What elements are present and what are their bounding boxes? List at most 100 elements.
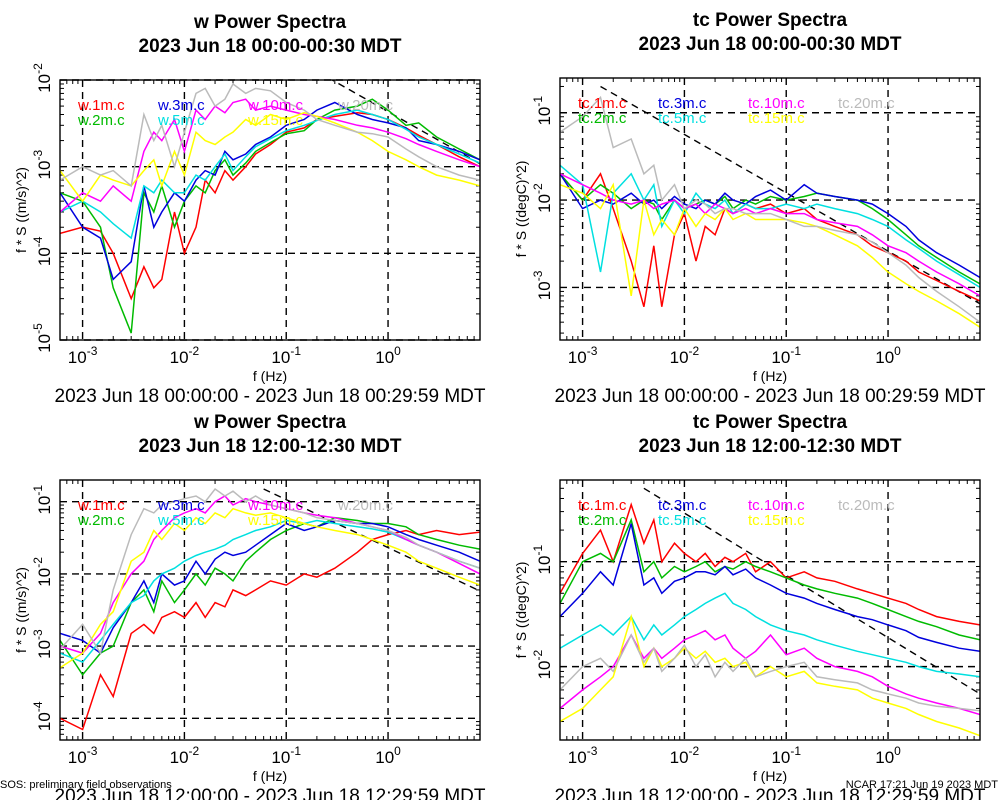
x-tick-label: 100: [375, 344, 401, 367]
chart-panel-3: w Power Spectra 2023 Jun 18 12:00-12:30 M…: [13, 412, 486, 800]
reference-slope-line: [643, 487, 980, 695]
plot-frame: [59, 479, 481, 741]
x-axis-label: f (Hz): [753, 368, 787, 384]
legend-entry: w.5m.c: [157, 512, 205, 529]
x-tick-label: 10-2: [670, 344, 700, 367]
y-tick-label: 10-3: [31, 629, 54, 659]
time-range-caption: 2023 Jun 18 00:00:00 - 2023 Jun 18 00:29…: [555, 386, 986, 407]
series-line-tc-3m-c: [560, 173, 980, 279]
x-axis-label: f (Hz): [253, 768, 287, 784]
legend-entry: tc.5m.c: [658, 110, 707, 127]
legend-entry: w.20m.c: [337, 97, 394, 114]
series-line-w-20m-c: [60, 82, 480, 188]
x-tick-label: 10-3: [68, 744, 98, 767]
series-line-w-5m-c: [60, 519, 480, 663]
chart-title: w Power Spectra: [193, 412, 346, 433]
series-line-tc-20m-c: [560, 633, 980, 712]
legend-entry: w.20m.c: [337, 497, 394, 514]
x-axis-label: f (Hz): [753, 768, 787, 784]
y-axis-label: f * S ((degC)^2): [513, 562, 529, 659]
series-line-tc-5m-c: [560, 164, 980, 289]
series-line-w-15m-c: [60, 507, 480, 669]
legend-entry: w.3m.c: [157, 497, 205, 514]
series-line-w-10m-c: [60, 98, 480, 213]
plot-frame: [59, 79, 481, 341]
legend-entry: tc.5m.c: [658, 512, 707, 529]
legend-entry: w.3m.c: [157, 97, 205, 114]
footer-left-note: SOS: preliminary field observations: [0, 779, 172, 791]
series-line-w-20m-c: [60, 487, 480, 656]
legend-entry: w.5m.c: [157, 112, 205, 129]
y-tick-label: 10-2: [31, 63, 54, 93]
x-tick-label: 100: [875, 744, 901, 767]
legend-entry: tc.1m.c: [578, 95, 627, 112]
y-tick-label: 10-1: [531, 96, 554, 126]
series-line-tc-5m-c: [560, 592, 980, 678]
y-axis-label: f * S ((degC)^2): [513, 161, 529, 258]
legend-entry: w.10m.c: [247, 97, 304, 114]
x-tick-label: 100: [875, 344, 901, 367]
y-tick-label: 10-2: [31, 557, 54, 587]
chart-panel-1: w Power Spectra 2023 Jun 18 00:00-00:30 M…: [13, 12, 486, 407]
chart-subtitle: 2023 Jun 18 00:00-00:30 MDT: [139, 36, 402, 57]
legend-entry: tc.10m.c: [748, 497, 805, 514]
legend-entry: tc.15m.c: [748, 110, 805, 127]
reference-slope-line: [263, 488, 480, 592]
legend-entry: w.10m.c: [247, 497, 304, 514]
plot-frame: [559, 479, 981, 741]
legend-entry: tc.1m.c: [578, 497, 627, 514]
legend-entry: w.15m.c: [247, 112, 304, 129]
legend-entry: tc.20m.c: [838, 95, 895, 112]
y-axis-label: f * S ((m/s)^2): [13, 567, 29, 653]
legend-entry: w.1m.c: [77, 497, 125, 514]
footer-right-note: NCAR 17:21 Jun 19 2023 MDT: [846, 779, 999, 791]
legend-entry: tc.3m.c: [658, 497, 707, 514]
legend-entry: tc.10m.c: [748, 95, 805, 112]
legend-entry: tc.2m.c: [578, 512, 627, 529]
chart-panel-4: tc Power Spectra 2023 Jun 18 12:00-12:30 …: [513, 412, 986, 800]
legend-entry: tc.15m.c: [748, 512, 805, 529]
series-line-tc-20m-c: [560, 95, 980, 323]
x-tick-label: 10-1: [271, 344, 301, 367]
y-tick-label: 10-4: [31, 236, 54, 266]
chart-title: tc Power Spectra: [693, 10, 848, 31]
x-tick-label: 10-3: [568, 744, 598, 767]
legend-entry: w.15m.c: [247, 512, 304, 529]
x-tick-label: 10-3: [68, 344, 98, 367]
time-range-caption: 2023 Jun 18 12:00:00 - 2023 Jun 18 12:29…: [555, 786, 986, 800]
y-axis-label: f * S ((m/s)^2): [13, 167, 29, 253]
series-line-tc-3m-c: [560, 523, 980, 653]
y-tick-label: 10-5: [31, 323, 54, 353]
legend-entry: w.1m.c: [77, 97, 125, 114]
y-tick-label: 10-3: [31, 150, 54, 180]
x-tick-label: 10-2: [170, 344, 200, 367]
time-range-caption: 2023 Jun 18 00:00:00 - 2023 Jun 18 00:29…: [55, 386, 486, 407]
series-line-w-2m-c: [60, 516, 480, 677]
chart-subtitle: 2023 Jun 18 12:00-12:30 MDT: [139, 436, 402, 457]
y-tick-label: 10-2: [531, 650, 554, 680]
legend-entry: tc.3m.c: [658, 95, 707, 112]
chart-title: w Power Spectra: [193, 12, 346, 33]
reference-slope-line: [600, 85, 980, 305]
x-tick-label: 10-3: [568, 344, 598, 367]
series-line-w-3m-c: [60, 519, 480, 655]
x-tick-label: 10-1: [771, 744, 801, 767]
x-tick-label: 10-1: [271, 744, 301, 767]
legend-entry: tc.20m.c: [838, 497, 895, 514]
legend-entry: w.2m.c: [77, 112, 125, 129]
series-line-w-3m-c: [60, 101, 480, 281]
series-line-tc-15m-c: [560, 182, 980, 328]
y-tick-label: 10-1: [31, 485, 54, 515]
series-line-tc-2m-c: [560, 517, 980, 641]
x-tick-label: 10-1: [771, 344, 801, 367]
series-line-tc-1m-c: [560, 502, 980, 626]
y-tick-label: 10-1: [531, 545, 554, 575]
series-line-w-15m-c: [60, 111, 480, 203]
y-tick-label: 10-4: [31, 701, 54, 731]
series-line-w-5m-c: [60, 109, 480, 240]
chart-subtitle: 2023 Jun 18 00:00-00:30 MDT: [639, 34, 902, 55]
x-axis-label: f (Hz): [253, 368, 287, 384]
series-line-tc-10m-c: [560, 173, 980, 297]
x-tick-label: 10-2: [670, 744, 700, 767]
